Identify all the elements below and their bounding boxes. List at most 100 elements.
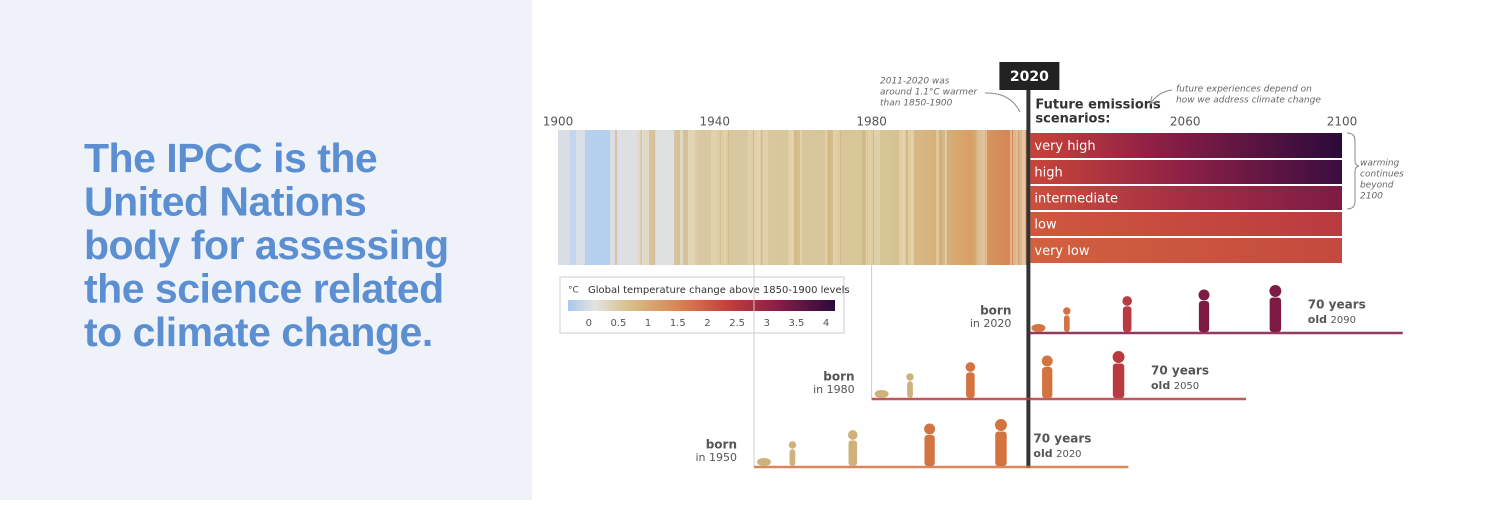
note-arrow bbox=[984, 92, 1021, 113]
stripe-texture bbox=[828, 130, 833, 265]
stripe-texture bbox=[674, 130, 680, 265]
stripe-texture bbox=[834, 130, 840, 265]
year-box bbox=[999, 62, 1060, 90]
stripe-texture bbox=[637, 130, 641, 265]
person-body bbox=[1198, 301, 1210, 332]
age-label: 70 years bbox=[1308, 298, 1366, 312]
stripe-texture bbox=[1010, 130, 1012, 265]
legend-scale bbox=[568, 300, 835, 311]
person-body bbox=[789, 449, 796, 466]
stripe-texture bbox=[825, 130, 827, 265]
person-head bbox=[924, 423, 936, 435]
stripe-texture bbox=[615, 130, 617, 265]
note-arrow bbox=[1149, 89, 1173, 105]
legend-tick-label: 1.5 bbox=[670, 318, 686, 329]
stripe-texture bbox=[1019, 130, 1025, 265]
birth-year: 2020 bbox=[983, 317, 1011, 330]
stripe-texture bbox=[683, 130, 688, 265]
person-body bbox=[924, 435, 935, 466]
stripe-texture bbox=[689, 130, 695, 265]
in-word: in bbox=[695, 451, 705, 464]
stripe-texture bbox=[723, 130, 728, 265]
person-body bbox=[1112, 363, 1125, 398]
stripe-texture bbox=[868, 130, 873, 265]
scenario-label: very high bbox=[1034, 139, 1095, 154]
end-year: 2020 bbox=[1056, 449, 1081, 460]
stripe-texture bbox=[794, 130, 800, 265]
headline-line: United Nations bbox=[84, 178, 366, 224]
person-body bbox=[966, 372, 975, 398]
person-head bbox=[847, 430, 858, 440]
legend-tick-label: 4 bbox=[823, 318, 829, 329]
scenario-band bbox=[1030, 238, 1342, 263]
birth-year: 1950 bbox=[709, 451, 737, 464]
stripe-texture bbox=[936, 130, 939, 265]
year-label: 1900 bbox=[543, 115, 574, 129]
born-year: in 1950 bbox=[695, 451, 737, 464]
person-head bbox=[1122, 296, 1133, 306]
end-year: 2050 bbox=[1174, 381, 1199, 392]
stripe-texture bbox=[979, 130, 985, 265]
stripe-texture bbox=[973, 130, 978, 265]
stripe-texture bbox=[763, 130, 768, 265]
legend-tick-label: 0.5 bbox=[610, 318, 626, 329]
old-year: old 2090 bbox=[1308, 313, 1356, 326]
scenario-label: intermediate bbox=[1034, 192, 1118, 207]
scenarios-title: scenarios: bbox=[1035, 112, 1110, 127]
born-year: in 1980 bbox=[813, 383, 855, 396]
person-head bbox=[1198, 289, 1210, 301]
stripe-texture bbox=[788, 130, 793, 265]
scenario-band bbox=[1030, 186, 1342, 210]
in-word: in bbox=[813, 383, 823, 396]
person-head bbox=[1269, 285, 1282, 297]
birth-year: 1980 bbox=[827, 383, 855, 396]
baby-figure bbox=[874, 390, 889, 398]
person-head bbox=[965, 362, 976, 372]
person-head bbox=[1112, 351, 1125, 363]
scenario-label: very low bbox=[1034, 244, 1089, 259]
stripe-texture bbox=[748, 130, 753, 265]
born-year: in 2020 bbox=[970, 317, 1012, 330]
born-word: born bbox=[706, 438, 737, 452]
stripe-texture bbox=[862, 130, 866, 265]
legend-tick-label: 3 bbox=[764, 318, 770, 329]
end-year: 2090 bbox=[1331, 315, 1356, 326]
stripe-texture bbox=[714, 130, 720, 265]
scenario-band bbox=[1030, 160, 1342, 184]
beyond-note: 2100 bbox=[1360, 192, 1383, 202]
current-year: 2020 bbox=[1010, 69, 1049, 85]
cool-stripe bbox=[570, 130, 576, 265]
headline-line: The IPCC is the bbox=[84, 135, 377, 181]
beyond-note: continues bbox=[1360, 170, 1404, 180]
stripe-texture bbox=[1013, 130, 1018, 265]
old-year: old 2050 bbox=[1151, 379, 1199, 392]
in-word: in bbox=[970, 317, 980, 330]
person-head bbox=[788, 441, 797, 449]
year-label: 2100 bbox=[1327, 115, 1358, 129]
old-word: old bbox=[1308, 313, 1327, 326]
age-label: 70 years bbox=[1151, 364, 1209, 378]
legend-unit: °C bbox=[568, 286, 579, 296]
headline-line: to climate change. bbox=[84, 309, 433, 355]
legend-tick-label: 2.5 bbox=[729, 318, 745, 329]
person-body bbox=[848, 440, 858, 466]
person-head bbox=[1063, 307, 1071, 315]
stripe-texture bbox=[899, 130, 905, 265]
legend-tick-label: 0 bbox=[586, 318, 592, 329]
past-note: around 1.1°C warmer bbox=[880, 88, 979, 98]
baby-figure bbox=[1031, 324, 1046, 332]
person-body bbox=[1122, 306, 1132, 332]
brace bbox=[1346, 132, 1360, 210]
climate-graphic: very high high intermediate low very low 1900… bbox=[543, 62, 1404, 469]
old-word: old bbox=[1033, 447, 1052, 460]
stripe-texture bbox=[711, 130, 714, 265]
old-year: old 2020 bbox=[1033, 447, 1081, 460]
stripe-texture bbox=[643, 130, 648, 265]
stripe-texture bbox=[649, 130, 655, 265]
headline-line: the science related bbox=[84, 265, 444, 311]
person-body bbox=[995, 431, 1007, 466]
person-head bbox=[906, 373, 914, 381]
stripe-texture bbox=[874, 130, 880, 265]
past-note: 2011-2020 was bbox=[880, 77, 950, 87]
cool-stripe bbox=[585, 130, 610, 265]
